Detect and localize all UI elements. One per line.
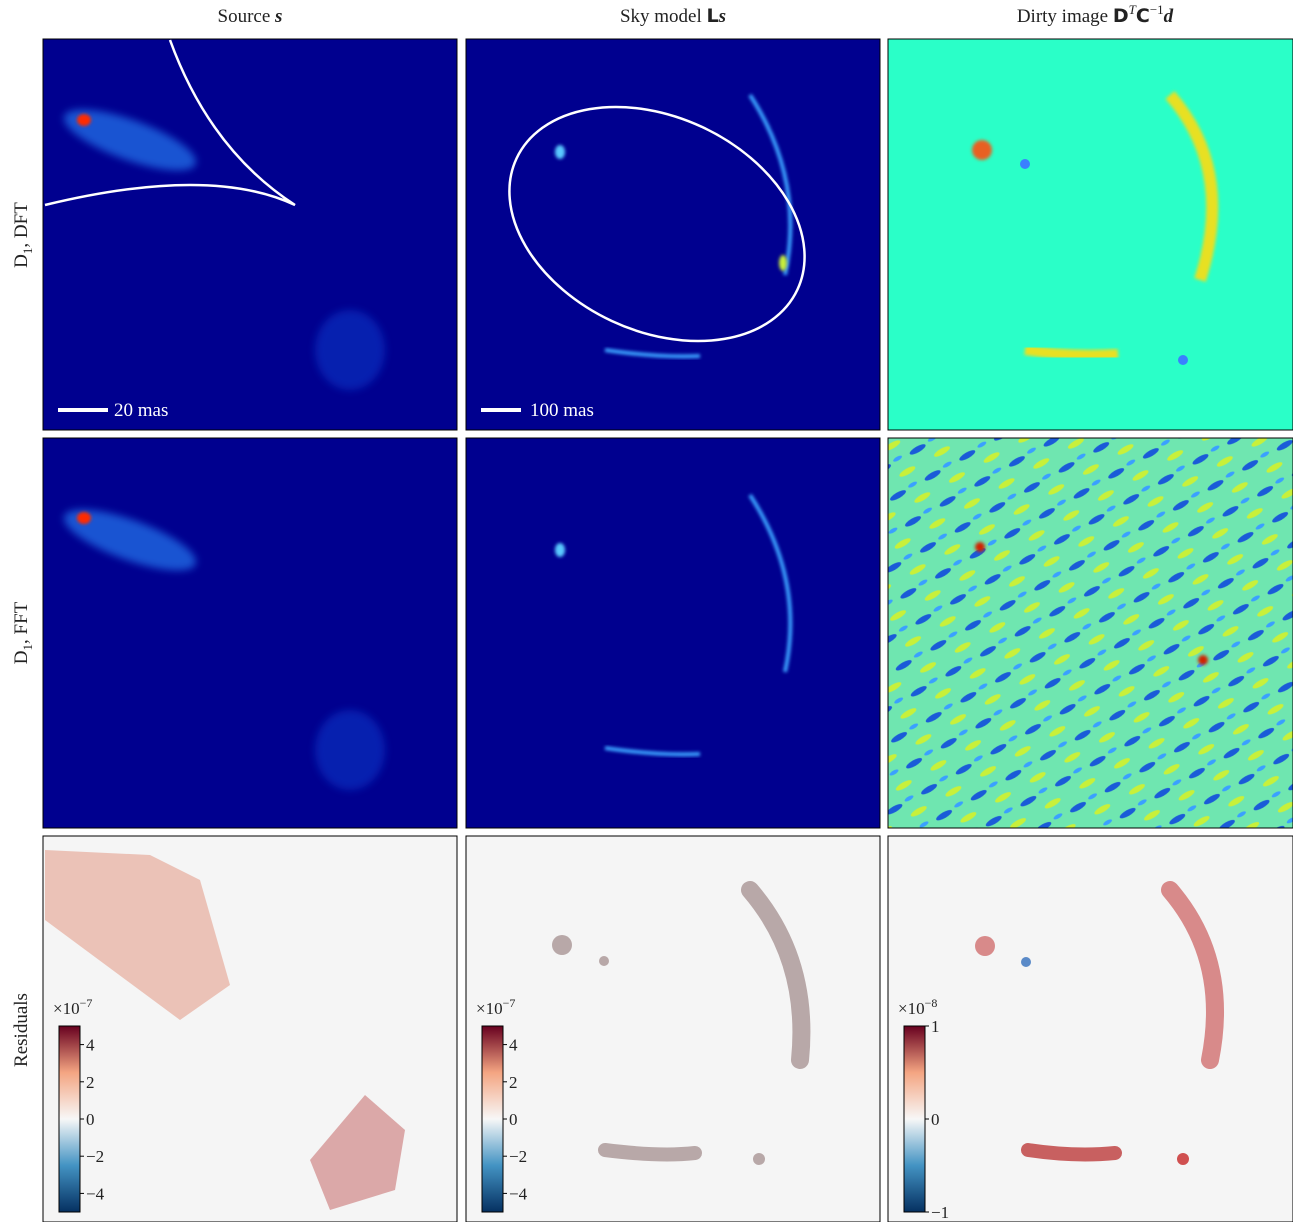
panel <box>43 438 457 828</box>
colorbar-tick-label: −4 <box>509 1184 528 1203</box>
exponent-base: ×10 <box>898 999 925 1018</box>
colorbar-tick-label: −4 <box>86 1184 105 1203</box>
colorbar-tick-label: 2 <box>86 1073 95 1092</box>
exponent-base: ×10 <box>53 999 80 1018</box>
colorbar <box>59 1026 80 1212</box>
panel <box>466 438 880 828</box>
label-part: , DFT <box>11 202 32 248</box>
colorbar-tick-label: 4 <box>86 1036 95 1055</box>
page: {"columns": [ {"title": ["Source ", "s"]… <box>0 0 1293 1222</box>
row-label: D1, FFT <box>11 601 35 664</box>
title-superscript: −1 <box>1150 2 1164 17</box>
title-part: Source <box>218 6 276 27</box>
panel <box>888 438 1293 828</box>
exponent-power: −7 <box>503 996 516 1010</box>
exponent-power: −8 <box>925 996 938 1010</box>
row-label: Residuals <box>11 993 32 1067</box>
title-symbol: s <box>718 6 726 27</box>
colorbar-tick-label: −1 <box>931 1203 949 1222</box>
label-part: Residuals <box>11 993 32 1067</box>
column-title: Sky model Ls <box>620 5 726 27</box>
label-part: D <box>11 254 32 268</box>
scale-bar-label: 100 mas <box>530 400 594 421</box>
colorbar-tick-label: 2 <box>509 1073 518 1092</box>
colorbar-tick-label: 4 <box>509 1036 518 1055</box>
title-symbol: L <box>707 5 719 27</box>
title-symbol: D <box>1113 5 1129 27</box>
colorbar-tick-label: −2 <box>86 1147 104 1166</box>
colorbar <box>482 1026 503 1212</box>
exponent-base: ×10 <box>476 999 503 1018</box>
panel <box>888 836 1293 1222</box>
exponent-power: −7 <box>80 996 93 1010</box>
column-title: Source s <box>218 6 283 27</box>
scale-bar-label: 20 mas <box>114 400 168 421</box>
panel: 20 mas <box>43 39 457 430</box>
title-part: Dirty image <box>1017 6 1113 27</box>
colorbar <box>904 1026 925 1212</box>
row-label: D1, DFT <box>11 202 35 268</box>
colorbar-tick-label: 0 <box>931 1110 940 1129</box>
label-part: , FFT <box>11 601 32 644</box>
title-symbol: d <box>1164 6 1174 27</box>
label-part: D <box>11 651 32 665</box>
colorbar-tick-label: 1 <box>931 1017 940 1036</box>
colorbar-tick-label: 0 <box>86 1110 95 1129</box>
figure: Source s Sky model Ls Dirty image DTC−1d… <box>0 0 1293 1222</box>
panel: 100 mas <box>466 39 880 430</box>
colorbar-tick-label: −2 <box>509 1147 527 1166</box>
colorbar-tick-label: 0 <box>509 1110 518 1129</box>
title-symbol: s <box>274 6 282 27</box>
panel <box>43 836 457 1222</box>
column-title: Dirty image DTC−1d <box>1017 2 1174 27</box>
panel <box>466 836 880 1222</box>
title-symbol: C <box>1136 5 1150 27</box>
title-part: Sky model <box>620 6 707 27</box>
panel <box>888 39 1293 430</box>
